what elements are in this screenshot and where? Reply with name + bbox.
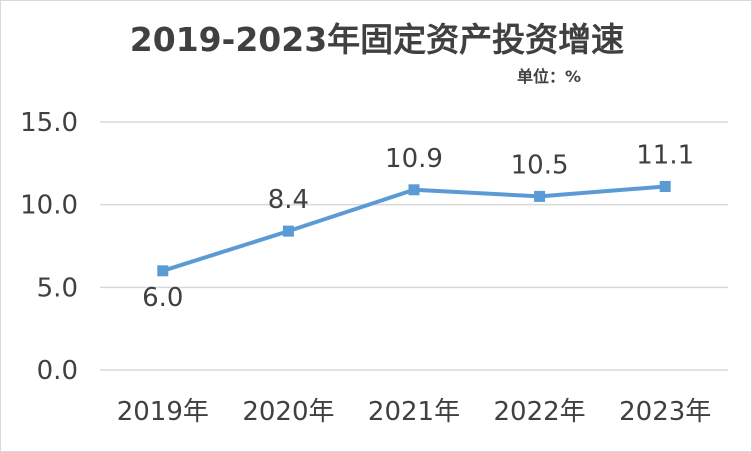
x-tick-label: 2019年 [117,397,209,427]
y-tick-label: 0.0 [37,356,78,386]
x-tick-label: 2023年 [619,397,711,427]
data-point [282,225,294,237]
data-label: 11.1 [636,140,694,170]
y-tick-label: 5.0 [37,273,78,303]
data-label: 10.5 [511,150,569,180]
x-tick-label: 2020年 [242,397,334,427]
data-label: 6.0 [142,283,183,313]
y-tick-label: 10.0 [20,191,78,221]
data-point [157,265,169,277]
x-tick-label: 2022年 [494,397,586,427]
data-label: 8.4 [268,185,309,215]
x-tick-label: 2021年 [368,397,460,427]
data-point [408,184,420,196]
data-point [659,180,671,192]
chart-title: 2019-2023年固定资产投资增速 [129,20,625,59]
data-label: 10.9 [385,144,443,174]
unit-label: 单位：% [517,67,582,86]
series-line [162,184,666,273]
data-point [534,190,546,202]
y-tick-label: 15.0 [20,108,78,138]
